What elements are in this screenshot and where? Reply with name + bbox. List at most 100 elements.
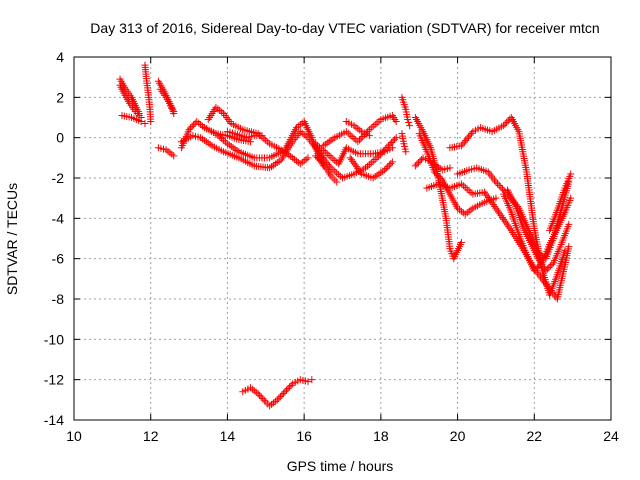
data-point	[492, 194, 500, 202]
data-point	[185, 126, 193, 134]
data-point	[467, 188, 475, 196]
data-point	[567, 170, 575, 178]
data-point	[296, 121, 304, 129]
data-point	[356, 168, 364, 176]
data-point	[457, 142, 465, 150]
series-arc-d6	[312, 152, 341, 186]
data-point	[350, 134, 358, 142]
data-point	[565, 220, 573, 228]
series-arc-a3	[118, 111, 149, 128]
data-point	[353, 163, 361, 171]
data-point	[354, 138, 362, 146]
x-axis-label: GPS time / hours	[287, 458, 394, 474]
data-point	[376, 150, 384, 158]
data-point	[487, 197, 495, 205]
series-arc-a4	[141, 61, 155, 126]
data-point	[276, 393, 284, 401]
data-point	[296, 160, 304, 168]
data-point	[491, 202, 499, 210]
data-point	[383, 143, 391, 151]
data-point	[404, 116, 412, 124]
data-point	[432, 170, 440, 178]
data-point	[386, 140, 394, 148]
data-point	[346, 154, 354, 162]
data-point	[260, 396, 268, 404]
y-tick-label: 2	[56, 89, 64, 105]
data-point	[466, 131, 474, 139]
data-point	[318, 158, 326, 166]
data-point	[315, 155, 323, 163]
plot-border	[73, 56, 612, 421]
data-series	[116, 61, 575, 410]
data-point	[188, 122, 196, 130]
data-point	[316, 157, 324, 165]
data-point	[365, 161, 373, 169]
data-point	[533, 264, 541, 272]
chart-title: Day 313 of 2016, Sidereal Day-to-day VTE…	[90, 20, 599, 36]
data-point	[545, 264, 553, 272]
data-point	[536, 260, 544, 268]
data-point	[373, 154, 381, 162]
data-point	[462, 136, 470, 144]
data-point	[141, 120, 149, 128]
data-point	[367, 159, 375, 167]
data-point	[259, 395, 267, 403]
data-point	[355, 166, 363, 174]
series-arc-f7	[503, 186, 573, 275]
data-point	[327, 153, 335, 161]
data-point	[349, 157, 357, 165]
data-point	[463, 135, 471, 143]
series-arc-a2	[116, 81, 145, 121]
x-tick-label: 12	[143, 428, 159, 444]
x-tick-label: 24	[603, 428, 619, 444]
data-point	[286, 383, 294, 391]
data-point	[375, 152, 383, 160]
data-point	[284, 385, 292, 393]
data-point	[333, 178, 341, 186]
data-point	[413, 160, 421, 168]
data-point	[216, 106, 224, 114]
data-point	[546, 262, 554, 270]
data-point	[503, 118, 511, 126]
data-point	[355, 136, 363, 144]
data-point	[364, 127, 372, 135]
y-tick-label: -10	[44, 331, 64, 347]
data-point	[287, 381, 295, 389]
data-point	[378, 149, 386, 157]
data-point	[354, 165, 362, 173]
x-tick-label: 10	[66, 428, 82, 444]
data-point	[411, 162, 419, 170]
data-point	[273, 396, 281, 404]
data-point	[532, 265, 540, 273]
data-point	[431, 168, 439, 176]
y-tick-labels: -14 -12 -10 -8 -6 -4 -2 0 2 4	[44, 49, 64, 428]
data-point	[187, 124, 195, 132]
data-point	[463, 209, 471, 217]
data-point	[402, 148, 410, 156]
data-point	[246, 138, 254, 146]
data-point	[483, 192, 491, 200]
data-point	[250, 387, 258, 395]
data-point	[256, 391, 264, 399]
data-point	[300, 157, 308, 165]
series-arc-b2	[156, 85, 178, 115]
data-point	[346, 131, 354, 139]
data-point	[197, 121, 205, 129]
series-arc-f3	[411, 154, 454, 174]
data-point	[434, 171, 442, 179]
data-point	[315, 150, 323, 158]
data-point	[170, 107, 178, 115]
series-arc-d3	[319, 111, 400, 150]
series-arc-b3	[154, 144, 178, 160]
y-tick-label: -2	[52, 170, 65, 186]
data-point	[281, 388, 289, 396]
y-tick-label: 0	[56, 130, 64, 146]
data-point	[461, 183, 469, 191]
data-point	[258, 132, 266, 140]
y-tick-label: -6	[52, 251, 65, 267]
data-point	[357, 134, 365, 142]
data-point	[437, 174, 445, 182]
data-point	[455, 206, 463, 214]
data-point	[279, 389, 287, 397]
